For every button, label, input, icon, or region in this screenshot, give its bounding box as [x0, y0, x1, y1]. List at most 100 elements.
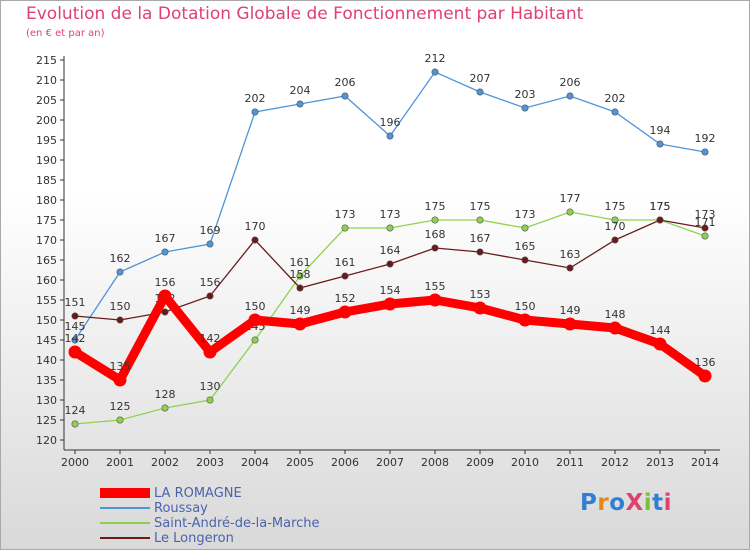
x-tick-label: 2010	[511, 456, 539, 469]
data-label-le-longeron: 170	[605, 220, 626, 233]
data-label-roussay: 212	[425, 52, 446, 65]
data-point-roussay	[566, 92, 574, 100]
data-label-le-longeron: 165	[515, 240, 536, 253]
data-point-la-romagne	[383, 297, 397, 311]
data-point-le-longeron	[116, 316, 124, 324]
data-point-le-longeron	[71, 312, 79, 320]
y-tick-label: 155	[36, 294, 57, 307]
data-point-saint-andre-de-la-marche	[161, 404, 169, 412]
data-label-saint-andre-de-la-marche: 173	[380, 208, 401, 221]
data-point-saint-andre-de-la-marche	[386, 224, 394, 232]
data-point-la-romagne	[473, 301, 487, 315]
chart-subtitle: (en € et par an)	[26, 28, 105, 39]
data-label-la-romagne: 149	[560, 304, 581, 317]
data-label-roussay: 169	[200, 224, 221, 237]
data-point-le-longeron	[611, 236, 619, 244]
data-point-le-longeron	[386, 260, 394, 268]
data-point-le-longeron	[701, 224, 709, 232]
logo-letter: P	[580, 490, 598, 516]
data-label-la-romagne: 150	[515, 300, 536, 313]
data-point-le-longeron	[251, 236, 259, 244]
data-point-roussay	[71, 336, 79, 344]
data-point-la-romagne	[698, 369, 712, 383]
logo-letter: t	[652, 490, 664, 516]
data-label-le-longeron: 167	[470, 232, 491, 245]
legend-swatch	[100, 507, 150, 509]
data-label-la-romagne: 150	[245, 300, 266, 313]
data-label-le-longeron: 151	[65, 296, 86, 309]
data-label-la-romagne: 153	[470, 288, 491, 301]
data-point-roussay	[161, 248, 169, 256]
data-point-le-longeron	[521, 256, 529, 264]
data-label-la-romagne: 152	[335, 292, 356, 305]
data-point-saint-andre-de-la-marche	[251, 336, 259, 344]
data-point-la-romagne	[203, 345, 217, 359]
data-point-le-longeron	[566, 264, 574, 272]
data-label-roussay: 202	[605, 92, 626, 105]
data-point-roussay	[611, 108, 619, 116]
data-point-la-romagne	[248, 313, 262, 327]
data-label-le-longeron: 150	[110, 300, 131, 313]
data-label-saint-andre-de-la-marche: 173	[515, 208, 536, 221]
data-label-la-romagne: 142	[65, 332, 86, 345]
y-tick-label: 190	[36, 154, 57, 167]
x-tick-label: 2002	[151, 456, 179, 469]
data-point-roussay	[116, 268, 124, 276]
data-label-roussay: 167	[155, 232, 176, 245]
legend-swatch	[100, 522, 150, 524]
data-label-roussay: 192	[695, 132, 716, 145]
data-point-la-romagne	[428, 293, 442, 307]
data-point-le-longeron	[206, 292, 214, 300]
data-label-la-romagne: 142	[200, 332, 221, 345]
y-tick-label: 200	[36, 114, 57, 127]
data-point-la-romagne	[653, 337, 667, 351]
data-label-saint-andre-de-la-marche: 130	[200, 380, 221, 393]
data-point-saint-andre-de-la-marche	[521, 224, 529, 232]
y-tick-label: 125	[36, 414, 57, 427]
data-label-saint-andre-de-la-marche: 175	[470, 200, 491, 213]
data-label-le-longeron: 170	[245, 220, 266, 233]
y-tick-label: 180	[36, 194, 57, 207]
data-point-saint-andre-de-la-marche	[71, 420, 79, 428]
y-tick-label: 170	[36, 234, 57, 247]
data-point-roussay	[296, 100, 304, 108]
x-tick-label: 2009	[466, 456, 494, 469]
data-label-le-longeron: 164	[380, 244, 401, 257]
legend-label: Saint-André-de-la-Marche	[154, 515, 320, 531]
legend-item: Le Longeron	[100, 530, 234, 546]
data-label-la-romagne: 156	[155, 276, 176, 289]
data-point-la-romagne	[68, 345, 82, 359]
data-label-saint-andre-de-la-marche: 171	[695, 216, 716, 229]
data-point-saint-andre-de-la-marche	[566, 208, 574, 216]
data-label-saint-andre-de-la-marche: 175	[605, 200, 626, 213]
data-label-le-longeron: 156	[200, 276, 221, 289]
data-label-saint-andre-de-la-marche: 173	[335, 208, 356, 221]
data-label-la-romagne: 149	[290, 304, 311, 317]
data-label-roussay: 206	[560, 76, 581, 89]
data-point-saint-andre-de-la-marche	[341, 224, 349, 232]
data-point-roussay	[206, 240, 214, 248]
data-point-le-longeron	[431, 244, 439, 252]
y-tick-label: 175	[36, 214, 57, 227]
data-point-saint-andre-de-la-marche	[431, 216, 439, 224]
data-point-le-longeron	[296, 284, 304, 292]
data-point-saint-andre-de-la-marche	[296, 272, 304, 280]
legend-label: Roussay	[154, 500, 208, 516]
data-point-la-romagne	[518, 313, 532, 327]
y-tick-label: 145	[36, 334, 57, 347]
data-label-saint-andre-de-la-marche: 128	[155, 388, 176, 401]
logo-letter: i	[663, 490, 673, 516]
data-label-la-romagne: 148	[605, 308, 626, 321]
legend-label: Le Longeron	[154, 530, 234, 546]
data-point-roussay	[431, 68, 439, 76]
y-tick-label: 205	[36, 94, 57, 107]
data-point-le-longeron	[161, 308, 169, 316]
y-tick-label: 160	[36, 274, 57, 287]
proxiti-logo: ProXiti	[580, 490, 672, 516]
data-point-saint-andre-de-la-marche	[116, 416, 124, 424]
y-tick-label: 210	[36, 74, 57, 87]
data-label-saint-andre-de-la-marche: 161	[290, 256, 311, 269]
data-label-le-longeron: 173	[695, 208, 716, 221]
data-label-la-romagne: 154	[380, 284, 401, 297]
